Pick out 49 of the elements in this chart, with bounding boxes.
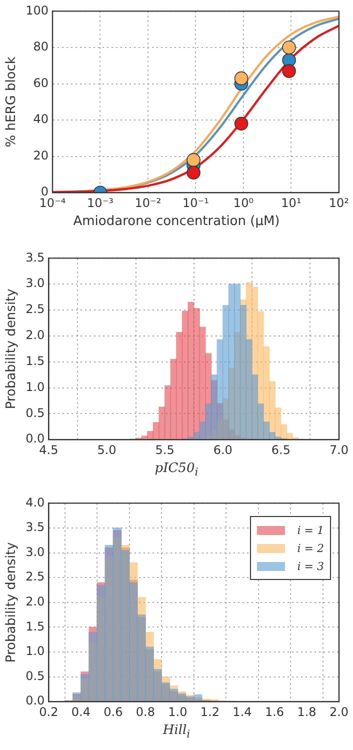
x-tick-label: 0.4 [71,704,90,719]
x-tick-label: 0.8 [136,704,156,719]
y-tick-label: 40 [33,112,49,126]
x-tick-label: 10¹ [281,196,302,210]
y-tick-label: 0.5 [26,668,45,683]
y-tick-label: 2.5 [26,302,45,316]
x-tick-label: 2.0 [329,704,349,719]
y-tick-label: 3.5 [26,250,45,264]
y-tick-label: 1.0 [26,380,45,394]
x-tick-label: 10⁻³ [87,196,114,210]
x-tick-label: 5.0 [97,442,116,457]
y-tick-label: 60 [33,76,49,90]
x-tick-label: 6.0 [213,442,232,457]
y-axis-title: % hERG block [4,56,20,148]
x-tick-label: 1.2 [200,704,220,719]
x-tick-label: 1.6 [264,704,284,719]
y-tick-label: 80 [33,40,49,54]
x-axis-title: pIC50$_{i}$ [154,461,200,479]
y-tick-label: 1.0 [26,644,45,658]
y-tick-label: 3.0 [26,276,45,290]
y-axis-title: Probability density [4,542,20,663]
y-tick-label: 2.5 [26,570,45,584]
x-tick-label: 6.5 [271,442,290,457]
x-tick-label: 10² [328,196,350,210]
legend-label: i = 2 [297,542,324,554]
x-tick-label: 0.6 [104,704,123,719]
x-tick-label: 10⁻¹ [182,196,210,210]
x-tick-label: 10⁻² [134,196,162,210]
y-axis-title: Probability density [4,288,20,410]
x-tick-label: 1.4 [232,704,252,719]
y-tick-label: 1.5 [26,619,45,634]
x-tick-label: 1.8 [297,704,316,719]
y-tick-label: 2.0 [26,594,45,609]
x-axis-title: Hill$_{i}$ [162,723,192,741]
x-tick-label: 10⁰ [233,196,254,210]
y-tick-label: 2.0 [26,328,45,342]
y-tick-label: 3.5 [26,520,45,534]
y-tick-label: 1.5 [26,354,45,368]
y-tick-label: 100 [26,3,49,18]
x-tick-label: 5.5 [155,442,174,457]
x-tick-label: 1.0 [168,704,188,719]
y-tick-label: 0.5 [26,406,45,420]
legend-label: i = 3 [297,560,324,572]
y-tick-label: 20 [33,148,49,162]
x-tick-label: 7.0 [329,442,349,457]
legend-label: i = 1 [297,524,324,536]
y-tick-label: 4.0 [26,495,45,510]
y-tick-label: 3.0 [26,544,45,559]
x-axis-title: Amiodarone concentration (μM) [72,214,281,229]
